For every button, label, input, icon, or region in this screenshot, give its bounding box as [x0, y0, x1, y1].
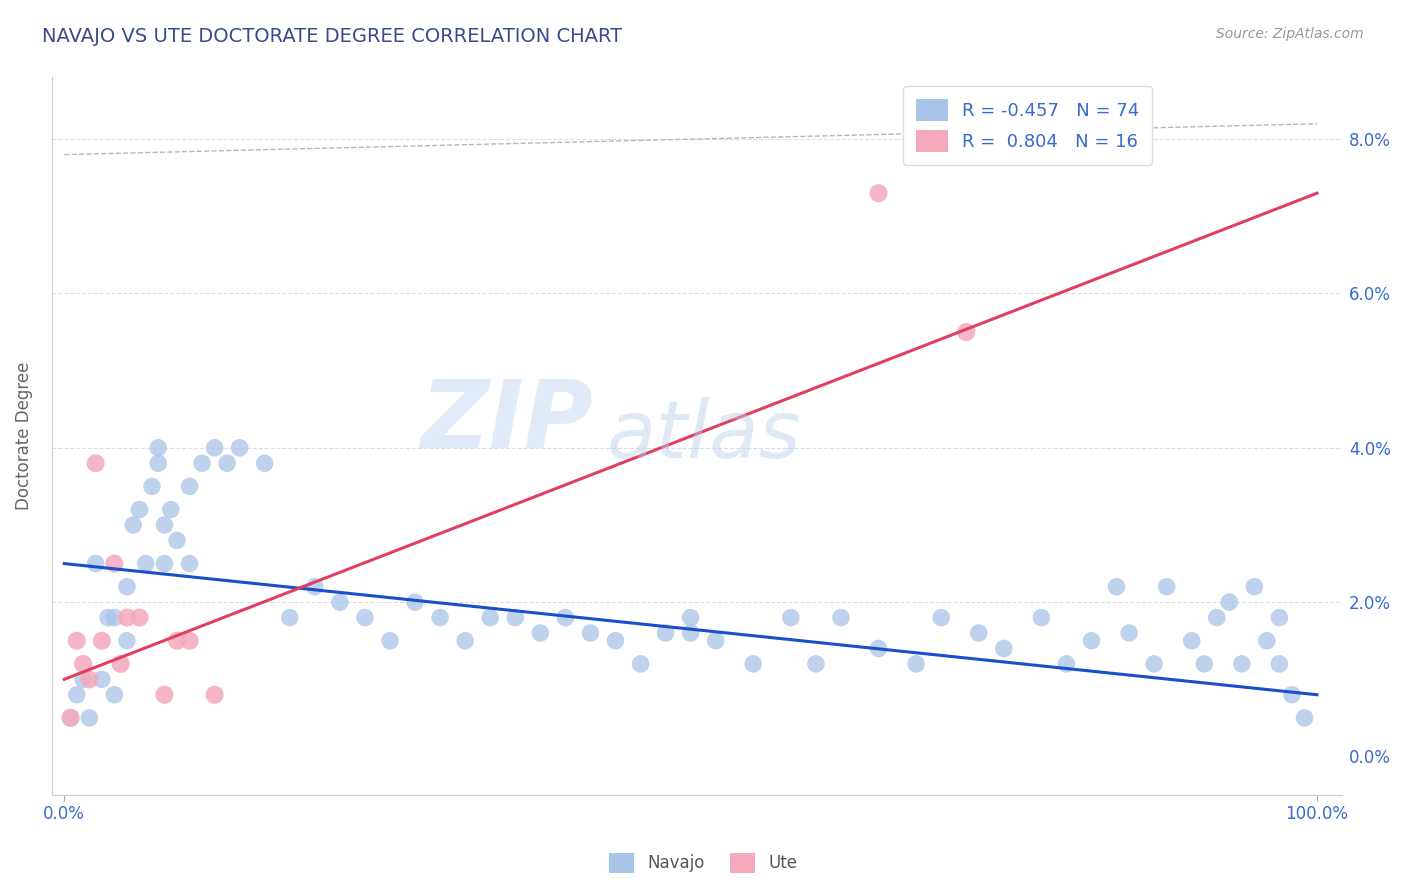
- Point: [1230, 657, 1253, 671]
- Point: [1218, 595, 1240, 609]
- Point: [1056, 657, 1078, 671]
- Point: [103, 688, 125, 702]
- Legend: Navajo, Ute: Navajo, Ute: [602, 847, 804, 880]
- Point: [72, 673, 94, 687]
- Point: [179, 557, 201, 571]
- Point: [191, 456, 214, 470]
- Point: [166, 533, 188, 548]
- Point: [72, 657, 94, 671]
- Text: Source: ZipAtlas.com: Source: ZipAtlas.com: [1216, 27, 1364, 41]
- Point: [66, 633, 89, 648]
- Point: [84, 456, 107, 470]
- Text: NAVAJO VS UTE DOCTORATE DEGREE CORRELATION CHART: NAVAJO VS UTE DOCTORATE DEGREE CORRELATI…: [42, 27, 623, 45]
- Point: [135, 557, 157, 571]
- Point: [579, 626, 602, 640]
- Point: [228, 441, 250, 455]
- Point: [153, 688, 176, 702]
- Point: [103, 557, 125, 571]
- Point: [1194, 657, 1216, 671]
- Point: [153, 557, 176, 571]
- Point: [830, 610, 852, 624]
- Point: [148, 456, 170, 470]
- Point: [1080, 633, 1102, 648]
- Point: [278, 610, 301, 624]
- Point: [503, 610, 526, 624]
- Point: [679, 610, 702, 624]
- Point: [993, 641, 1015, 656]
- Point: [704, 633, 727, 648]
- Y-axis label: Doctorate Degree: Doctorate Degree: [15, 362, 32, 510]
- Point: [654, 626, 676, 640]
- Point: [479, 610, 502, 624]
- Point: [905, 657, 928, 671]
- Point: [110, 657, 132, 671]
- Point: [1205, 610, 1227, 624]
- Point: [868, 641, 890, 656]
- Point: [529, 626, 551, 640]
- Point: [179, 633, 201, 648]
- Point: [429, 610, 451, 624]
- Point: [1118, 626, 1140, 640]
- Point: [1268, 610, 1291, 624]
- Point: [97, 610, 120, 624]
- Point: [141, 479, 163, 493]
- Point: [404, 595, 426, 609]
- Point: [1281, 688, 1303, 702]
- Point: [59, 711, 82, 725]
- Point: [1256, 633, 1278, 648]
- Point: [128, 502, 150, 516]
- Point: [354, 610, 377, 624]
- Point: [955, 325, 977, 339]
- Point: [1243, 580, 1265, 594]
- Point: [1031, 610, 1053, 624]
- Point: [253, 456, 276, 470]
- Point: [90, 673, 112, 687]
- Point: [868, 186, 890, 201]
- Point: [1156, 580, 1178, 594]
- Point: [66, 688, 89, 702]
- Point: [217, 456, 239, 470]
- Point: [103, 610, 125, 624]
- Point: [166, 633, 188, 648]
- Text: ZIP: ZIP: [420, 376, 593, 468]
- Point: [554, 610, 576, 624]
- Point: [59, 711, 82, 725]
- Point: [115, 580, 138, 594]
- Point: [378, 633, 401, 648]
- Point: [454, 633, 477, 648]
- Point: [1294, 711, 1316, 725]
- Point: [204, 441, 226, 455]
- Point: [1143, 657, 1166, 671]
- Point: [679, 626, 702, 640]
- Point: [929, 610, 952, 624]
- Point: [179, 479, 201, 493]
- Point: [630, 657, 652, 671]
- Point: [115, 633, 138, 648]
- Point: [79, 673, 101, 687]
- Point: [115, 610, 138, 624]
- Point: [742, 657, 765, 671]
- Point: [128, 610, 150, 624]
- Point: [84, 557, 107, 571]
- Point: [90, 633, 112, 648]
- Point: [804, 657, 827, 671]
- Point: [122, 518, 145, 533]
- Point: [1105, 580, 1128, 594]
- Point: [605, 633, 627, 648]
- Legend: R = -0.457   N = 74, R =  0.804   N = 16: R = -0.457 N = 74, R = 0.804 N = 16: [903, 87, 1153, 165]
- Point: [304, 580, 326, 594]
- Point: [204, 688, 226, 702]
- Text: atlas: atlas: [606, 397, 801, 475]
- Point: [148, 441, 170, 455]
- Point: [1268, 657, 1291, 671]
- Point: [79, 711, 101, 725]
- Point: [159, 502, 181, 516]
- Point: [779, 610, 801, 624]
- Point: [967, 626, 990, 640]
- Point: [153, 518, 176, 533]
- Point: [329, 595, 352, 609]
- Point: [1181, 633, 1204, 648]
